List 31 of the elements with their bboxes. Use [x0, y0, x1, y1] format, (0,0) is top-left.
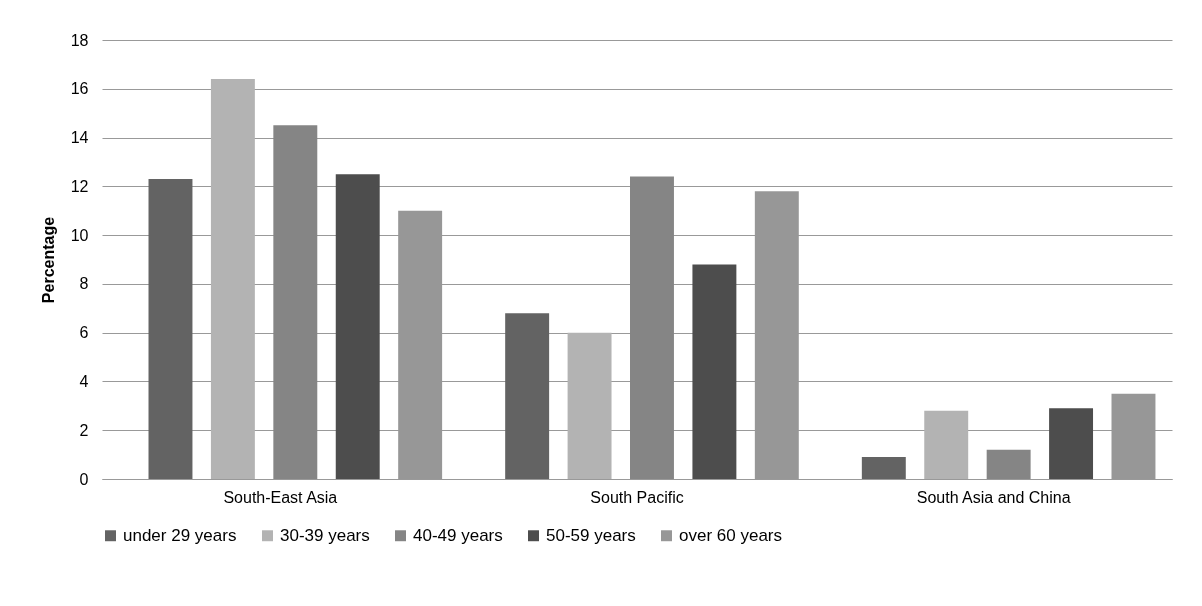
legend-label: 30-39 years: [280, 525, 370, 545]
bar: [986, 449, 1031, 479]
bar: [692, 264, 737, 479]
y-tick-label: 18: [70, 31, 89, 49]
x-tick-label: South Asia and China: [916, 488, 1071, 506]
x-tick-label: South-East Asia: [223, 488, 338, 506]
y-tick-label: 6: [79, 324, 89, 342]
y-tick-label: 4: [79, 372, 89, 390]
y-tick-label: 2: [79, 421, 89, 439]
legend-label: over 60 years: [679, 525, 782, 545]
y-tick-label: 0: [79, 470, 89, 488]
bar: [273, 125, 318, 479]
bar: [861, 457, 906, 479]
bar: [210, 79, 255, 479]
y-tick-label: 12: [70, 177, 89, 195]
y-tick-label: 10: [70, 226, 89, 244]
y-tick-label: 14: [70, 129, 89, 147]
legend-label: under 29 years: [123, 525, 237, 545]
y-tick-label: 8: [79, 275, 89, 293]
bar: [630, 176, 674, 479]
y-axis-title: Percentage: [39, 216, 57, 304]
y-tick-label: 16: [70, 80, 89, 98]
bar: [335, 174, 380, 479]
bar: [1049, 408, 1094, 479]
legend-label: 50-59 years: [546, 525, 636, 545]
bar: [148, 179, 193, 479]
x-tick-label: South Pacific: [590, 488, 684, 506]
bar: [567, 332, 612, 479]
bar: [505, 313, 550, 479]
legend-label: 40-49 years: [413, 525, 503, 545]
bar: [924, 410, 969, 479]
